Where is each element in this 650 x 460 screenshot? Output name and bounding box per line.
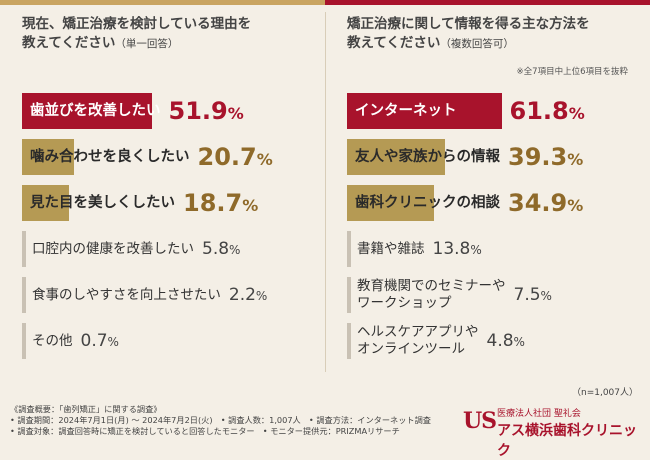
clinic-logo: US 医療法人社団 聖礼会 アス横浜歯科クリニック — [463, 406, 643, 459]
top-accent-bar — [0, 0, 650, 5]
bar-row: 見た目を美しくしたい 18.7% — [22, 185, 258, 221]
bar — [347, 93, 502, 129]
value-unit: % — [567, 150, 584, 169]
bar — [347, 231, 351, 267]
value-label: 51.9% — [169, 97, 244, 125]
category-label: 歯科クリニックの相談 — [355, 194, 500, 211]
value-unit: % — [540, 289, 552, 303]
footer-line: • 調査期間：2024年7月1日(月) 〜 2024年7月2日(火) • 調査人… — [10, 415, 431, 425]
value-label: 39.3% — [508, 143, 583, 171]
category-label: ヘルスケアアプリや オンラインツール — [357, 324, 479, 357]
bar — [22, 231, 26, 267]
bar-row: 食事のしやすさを向上させたい 2.2% — [22, 277, 267, 313]
value-unit: % — [256, 150, 273, 169]
category-label: インターネット — [355, 102, 457, 119]
value-number: 20.7 — [197, 143, 257, 171]
chart-subtitle: （複数回答可） — [440, 38, 514, 50]
bar — [22, 93, 152, 129]
value-unit: % — [567, 196, 584, 215]
bar — [347, 323, 351, 359]
value-unit: % — [229, 243, 241, 257]
bar-row: その他 0.7% — [22, 323, 119, 359]
bar-row: 歯科クリニックの相談 34.9% — [347, 185, 583, 221]
logo-name: アス横浜歯科クリニック — [497, 423, 637, 459]
survey-footer: 《調査概要：「歯列矯正」に関する調査》 • 調査期間：2024年7月1日(月) … — [10, 404, 450, 437]
category-label: 口腔内の健康を改善したい — [32, 240, 194, 257]
top-accent-gold — [0, 0, 325, 5]
category-label: 歯並びを改善したい — [30, 102, 161, 119]
value-unit: % — [255, 289, 268, 303]
value-number: 7.5 — [513, 285, 541, 305]
value-label: 20.7% — [198, 143, 273, 171]
category-label: 教育機関でのセミナーや ワークショップ — [357, 278, 506, 311]
footer-line: • 調査対象：調査回答時に矯正を検討していると回答したモニター • モニター提供… — [10, 426, 400, 436]
bar-row: 噛み合わせを良くしたい 20.7% — [22, 139, 273, 175]
bar — [22, 323, 26, 359]
value-label: 13.8% — [433, 239, 482, 259]
bar-row: ヘルスケアアプリや オンラインツール 4.8% — [347, 323, 525, 359]
value-label: 61.8% — [510, 97, 585, 125]
value-number: 2.2 — [228, 285, 256, 305]
logo-mark: US — [463, 408, 497, 434]
bar-row: 書籍や雑誌 13.8% — [347, 231, 482, 267]
value-label: 2.2% — [229, 285, 267, 305]
value-unit: % — [242, 196, 259, 215]
value-label: 34.9% — [508, 189, 583, 217]
bar-row: 教育機関でのセミナーや ワークショップ 7.5% — [347, 277, 552, 313]
chart-panel-info-sources: 矯正治療に関して情報を得る主な方法を 教えてください（複数回答可） ※全7項目中… — [325, 5, 650, 387]
value-unit: % — [227, 104, 244, 123]
bar-row: 歯並びを改善したい 51.9% — [22, 93, 244, 129]
chart-subtitle: （単一回答） — [115, 38, 179, 50]
bar-row: 口腔内の健康を改善したい 5.8% — [22, 231, 240, 267]
bar-row: インターネット 61.8% — [347, 93, 585, 129]
chart-panel-reasons: 現在、矯正治療を検討している理由を 教えてください（単一回答） 歯並びを改善した… — [0, 5, 325, 387]
bar — [347, 277, 351, 313]
value-number: 61.8 — [509, 97, 569, 125]
footer-line: 《調査概要：「歯列矯正」に関する調査》 — [10, 404, 162, 414]
value-unit: % — [107, 335, 119, 349]
value-label: 5.8% — [202, 239, 240, 259]
category-label: その他 — [32, 332, 73, 349]
value-unit: % — [470, 243, 482, 257]
value-number: 34.9 — [508, 189, 568, 217]
category-label: 見た目を美しくしたい — [30, 194, 175, 211]
sample-size-note: （n=1,007人） — [571, 388, 638, 398]
value-number: 13.8 — [432, 239, 471, 259]
bar — [347, 139, 445, 175]
category-label: 書籍や雑誌 — [357, 240, 425, 257]
bar — [22, 277, 26, 313]
chart-title: 矯正治療に関して情報を得る主な方法を 教えてください（複数回答可） — [347, 16, 590, 51]
top-accent-red — [325, 0, 650, 5]
value-number: 18.7 — [183, 189, 243, 217]
value-number: 0.7 — [80, 331, 108, 351]
value-label: 18.7% — [183, 189, 258, 217]
bar-row: 友人や家族からの情報 39.3% — [347, 139, 583, 175]
value-unit: % — [568, 104, 585, 123]
bar — [22, 139, 74, 175]
panel-divider — [325, 12, 326, 372]
chart-note: ※全7項目中上位6項目を抜粋 — [516, 67, 628, 77]
value-label: 0.7% — [81, 331, 119, 351]
value-label: 4.8% — [487, 331, 525, 351]
logo-org: 医療法人社団 聖礼会 — [497, 409, 581, 419]
category-label: 友人や家族からの情報 — [355, 148, 500, 165]
bar — [347, 185, 434, 221]
bar — [22, 185, 69, 221]
value-number: 39.3 — [508, 143, 568, 171]
category-label: 噛み合わせを良くしたい — [30, 148, 190, 165]
value-number: 4.8 — [486, 331, 514, 351]
value-number: 5.8 — [202, 239, 230, 259]
value-number: 51.9 — [168, 97, 228, 125]
category-label: 食事のしやすさを向上させたい — [32, 286, 221, 303]
value-label: 7.5% — [514, 285, 552, 305]
value-unit: % — [513, 335, 525, 349]
chart-title: 現在、矯正治療を検討している理由を 教えてください（単一回答） — [22, 16, 252, 51]
